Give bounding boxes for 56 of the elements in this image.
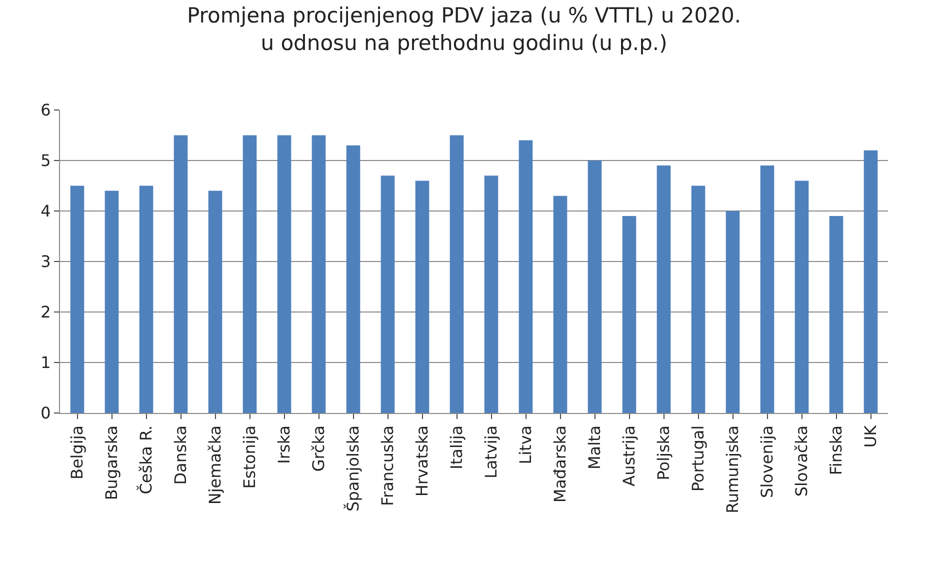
x-tick-label: UK — [860, 424, 880, 448]
bar — [312, 135, 326, 413]
bar — [346, 145, 360, 413]
bar — [760, 166, 774, 413]
bar — [484, 176, 498, 413]
bar — [518, 140, 533, 413]
x-tick-label: Portugal — [688, 425, 708, 492]
bar — [242, 135, 257, 413]
bar — [277, 135, 292, 413]
bar — [656, 166, 671, 413]
x-tick-label: Bugarska — [102, 425, 121, 500]
bar — [174, 135, 188, 413]
x-tick-label: Irska — [274, 425, 294, 464]
x-tick-label: Slovačka — [792, 425, 811, 497]
x-tick-label: Latvija — [481, 425, 500, 479]
y-tick-label: 6 — [40, 100, 51, 120]
x-tick-label: Hrvatska — [412, 425, 432, 497]
x-tick-label: Poljska — [654, 425, 673, 480]
x-tick-label: Malta — [584, 425, 604, 470]
bar — [139, 186, 154, 413]
x-tick-label: Češka R. — [136, 425, 156, 494]
bar — [450, 135, 464, 413]
bar — [829, 216, 844, 413]
bar — [208, 190, 222, 413]
chart-title: Promjena procijenjenog PDV jaza (u % VTTL) u 2020. u odnosu na prethodnu godinu (u p.p.) — [187, 4, 741, 55]
x-tick-label: Finska — [826, 425, 846, 476]
bar — [380, 176, 395, 413]
bar — [415, 180, 430, 413]
x-tick-label: Slovenija — [757, 425, 776, 498]
bar — [691, 186, 706, 413]
y-tick-label: 3 — [40, 252, 51, 272]
y-tick-label: 2 — [40, 302, 51, 322]
x-tick-label: Španjolska — [343, 425, 362, 512]
bar — [726, 211, 740, 413]
y-tick-label: 1 — [40, 353, 51, 372]
x-tick-label: Francuska — [378, 425, 397, 506]
bar — [794, 180, 809, 413]
bar — [622, 216, 636, 413]
x-tick-label: Mađarska — [550, 425, 570, 503]
bar — [553, 196, 568, 413]
x-tick-label: Njemačka — [205, 425, 224, 505]
bar — [70, 186, 84, 413]
x-tick-label: Italija — [446, 425, 466, 470]
x-tick-label: Rumunjska — [722, 425, 742, 514]
x-tick-label: Belgija — [67, 425, 86, 480]
bar — [864, 150, 878, 413]
x-tick-label: Austrija — [619, 425, 638, 486]
bar — [588, 160, 602, 413]
x-tick-label: Estonija — [240, 425, 259, 489]
x-tick-label: Grčka — [308, 425, 328, 472]
y-tick-label: 0 — [40, 404, 51, 423]
y-tick-label: 4 — [40, 202, 51, 221]
x-tick-label: Danska — [170, 425, 190, 485]
x-tick-label: Litva — [516, 425, 535, 464]
y-tick-label: 5 — [40, 151, 51, 170]
bar — [104, 190, 119, 413]
